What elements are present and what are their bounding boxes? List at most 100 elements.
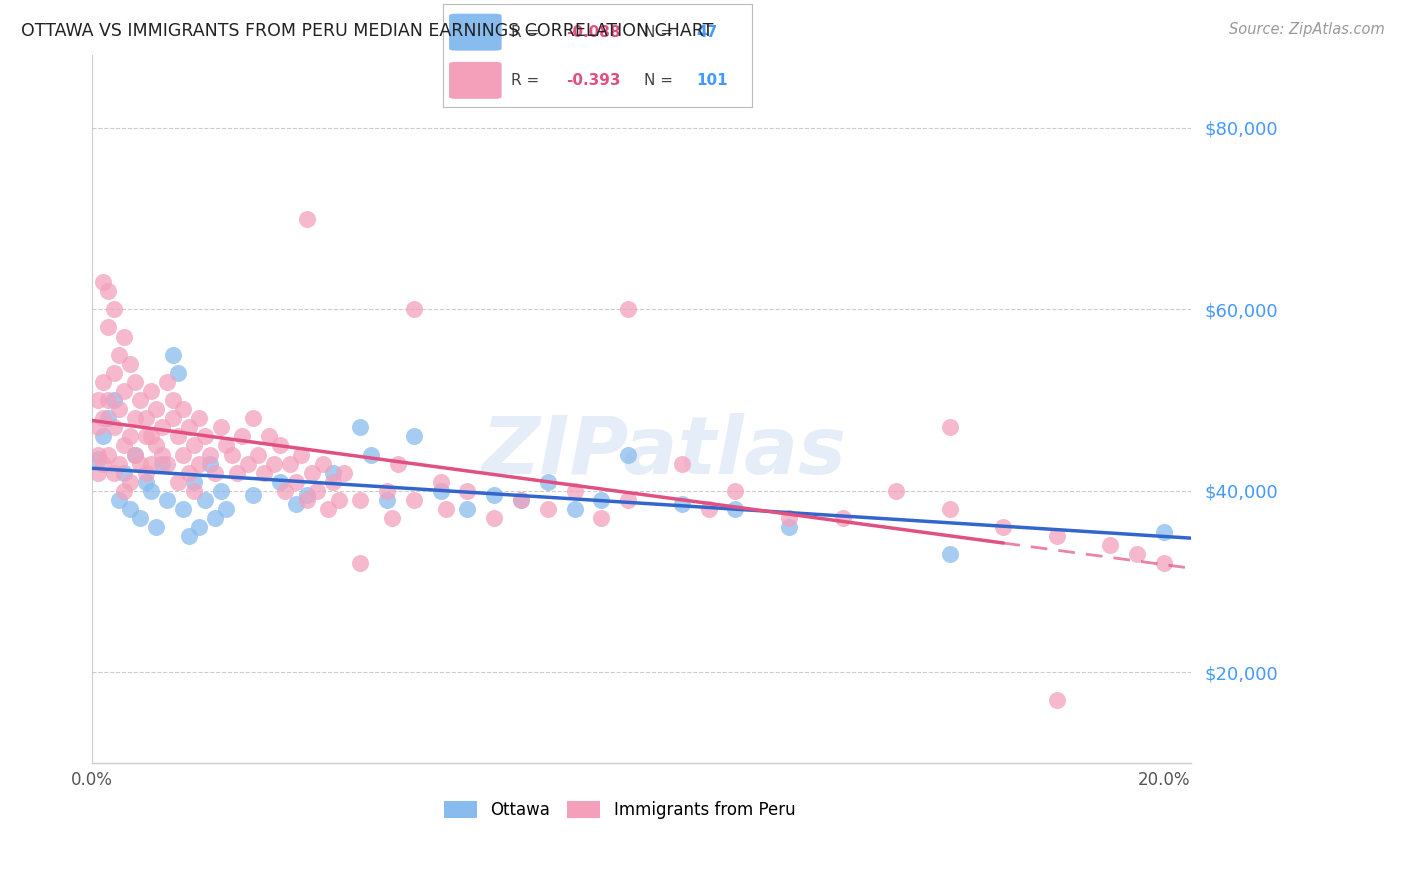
Point	[301, 466, 323, 480]
Point	[91, 411, 114, 425]
Point	[183, 483, 205, 498]
Point	[91, 275, 114, 289]
Text: OTTAWA VS IMMIGRANTS FROM PERU MEDIAN EARNINGS CORRELATION CHART: OTTAWA VS IMMIGRANTS FROM PERU MEDIAN EA…	[21, 22, 713, 40]
Point	[167, 429, 190, 443]
Point	[97, 320, 120, 334]
Point	[188, 411, 211, 425]
Point	[349, 557, 371, 571]
Point	[617, 492, 640, 507]
Point	[156, 375, 179, 389]
Point	[183, 438, 205, 452]
Point	[204, 511, 226, 525]
Point	[724, 483, 747, 498]
Point	[172, 402, 194, 417]
Point	[97, 392, 120, 407]
Point	[139, 429, 162, 443]
Point	[724, 502, 747, 516]
Point	[247, 448, 270, 462]
Point	[591, 511, 613, 525]
Point	[150, 457, 173, 471]
Point	[194, 429, 217, 443]
Point	[381, 511, 404, 525]
Point	[778, 511, 800, 525]
Point	[204, 466, 226, 480]
Y-axis label: Median Earnings: Median Earnings	[0, 346, 7, 473]
Point	[375, 483, 398, 498]
Point	[284, 498, 307, 512]
Text: 47: 47	[696, 25, 718, 39]
Point	[225, 466, 247, 480]
Point	[177, 529, 200, 543]
Point	[360, 448, 382, 462]
Point	[118, 357, 141, 371]
Point	[145, 438, 167, 452]
Point	[108, 348, 131, 362]
Point	[221, 448, 243, 462]
Point	[257, 429, 280, 443]
Point	[162, 348, 184, 362]
Point	[103, 392, 125, 407]
Point	[510, 492, 533, 507]
Point	[139, 483, 162, 498]
Point	[124, 448, 146, 462]
Point	[269, 475, 291, 489]
Point	[198, 448, 221, 462]
Point	[617, 448, 640, 462]
Point	[156, 492, 179, 507]
Point	[194, 492, 217, 507]
Point	[938, 547, 960, 561]
Point	[97, 284, 120, 298]
Point	[118, 429, 141, 443]
Point	[91, 429, 114, 443]
Text: Source: ZipAtlas.com: Source: ZipAtlas.com	[1229, 22, 1385, 37]
Point	[564, 502, 586, 516]
Point	[188, 520, 211, 534]
Point	[697, 502, 720, 516]
Text: N =: N =	[644, 25, 678, 39]
Point	[307, 483, 329, 498]
Point	[103, 420, 125, 434]
Point	[86, 420, 108, 434]
Point	[91, 457, 114, 471]
Point	[778, 520, 800, 534]
Point	[108, 402, 131, 417]
Point	[328, 492, 350, 507]
Point	[993, 520, 1015, 534]
Point	[269, 438, 291, 452]
Point	[108, 492, 131, 507]
Point	[510, 492, 533, 507]
Text: -0.393: -0.393	[567, 73, 621, 88]
Point	[617, 302, 640, 317]
Point	[139, 457, 162, 471]
Point	[112, 329, 135, 343]
Point	[124, 411, 146, 425]
Point	[129, 457, 152, 471]
Text: 101: 101	[696, 73, 728, 88]
Point	[150, 420, 173, 434]
Text: N =: N =	[644, 73, 678, 88]
Point	[112, 384, 135, 398]
Point	[322, 475, 344, 489]
Point	[387, 457, 409, 471]
Point	[177, 466, 200, 480]
Point	[284, 475, 307, 489]
Point	[167, 366, 190, 380]
Point	[537, 502, 560, 516]
Point	[564, 483, 586, 498]
Point	[482, 511, 505, 525]
Point	[884, 483, 907, 498]
FancyBboxPatch shape	[449, 62, 502, 99]
Point	[938, 420, 960, 434]
Point	[322, 466, 344, 480]
FancyBboxPatch shape	[449, 13, 502, 51]
Point	[103, 466, 125, 480]
Point	[86, 448, 108, 462]
Point	[316, 502, 339, 516]
Point	[402, 429, 425, 443]
Point	[236, 457, 259, 471]
Point	[375, 492, 398, 507]
Point	[139, 384, 162, 398]
Point	[103, 302, 125, 317]
Point	[97, 448, 120, 462]
Point	[482, 488, 505, 502]
